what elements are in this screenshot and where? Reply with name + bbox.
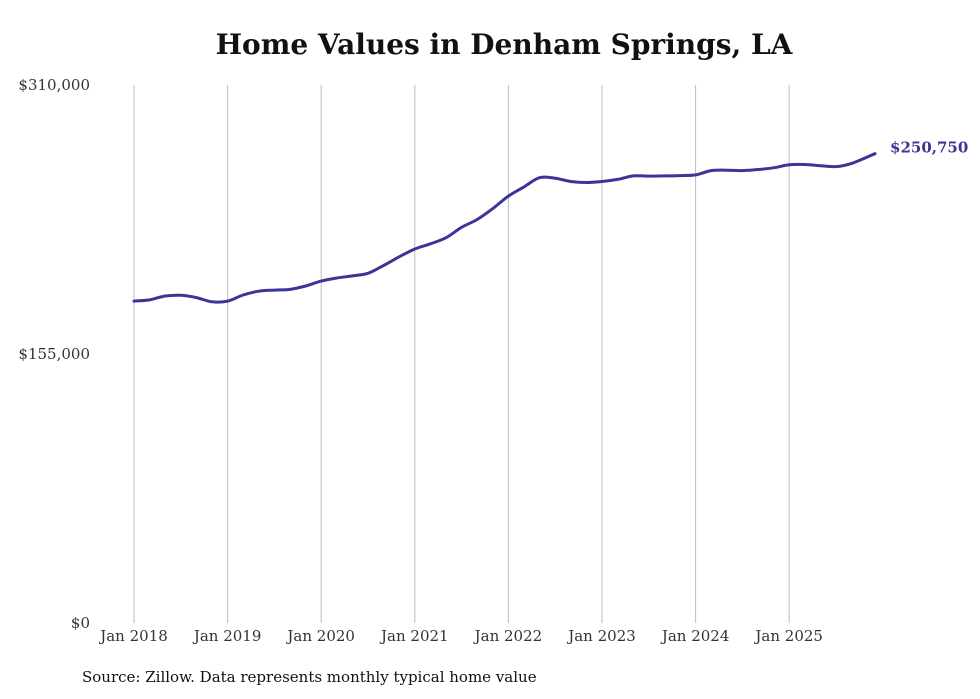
y-axis-ticks: $0 $155,000 $310,000 xyxy=(18,76,90,632)
grid-lines xyxy=(133,85,790,623)
x-tick-label: Jan 2019 xyxy=(192,627,262,645)
source-note: Source: Zillow. Data represents monthly … xyxy=(82,668,537,686)
x-tick-label: Jan 2024 xyxy=(660,627,730,645)
x-tick-label: Jan 2025 xyxy=(753,627,823,645)
x-tick-label: Jan 2023 xyxy=(566,627,636,645)
series-layer: $250,750 xyxy=(132,139,968,304)
x-tick-label: Jan 2022 xyxy=(473,627,543,645)
y-tick-label: $310,000 xyxy=(18,76,90,94)
x-axis-ticks: Jan 2018 Jan 2019 Jan 2020 Jan 2021 Jan 2022… xyxy=(98,627,823,645)
line-chart: $0$155,000$310,000 Jan 2018 Jan 2019 Jan 2… xyxy=(18,76,968,645)
y-tick-label: $0 xyxy=(71,614,90,632)
end-value-label: $250,750 xyxy=(890,139,968,157)
series-line xyxy=(132,152,877,304)
chart-title: Home Values in Denham Springs, LA xyxy=(215,28,793,61)
y-tick-label: $155,000 xyxy=(18,345,90,363)
x-tick-label: Jan 2018 xyxy=(98,627,168,645)
x-tick-label: Jan 2021 xyxy=(379,627,449,645)
x-tick-label: Jan 2020 xyxy=(285,627,355,645)
